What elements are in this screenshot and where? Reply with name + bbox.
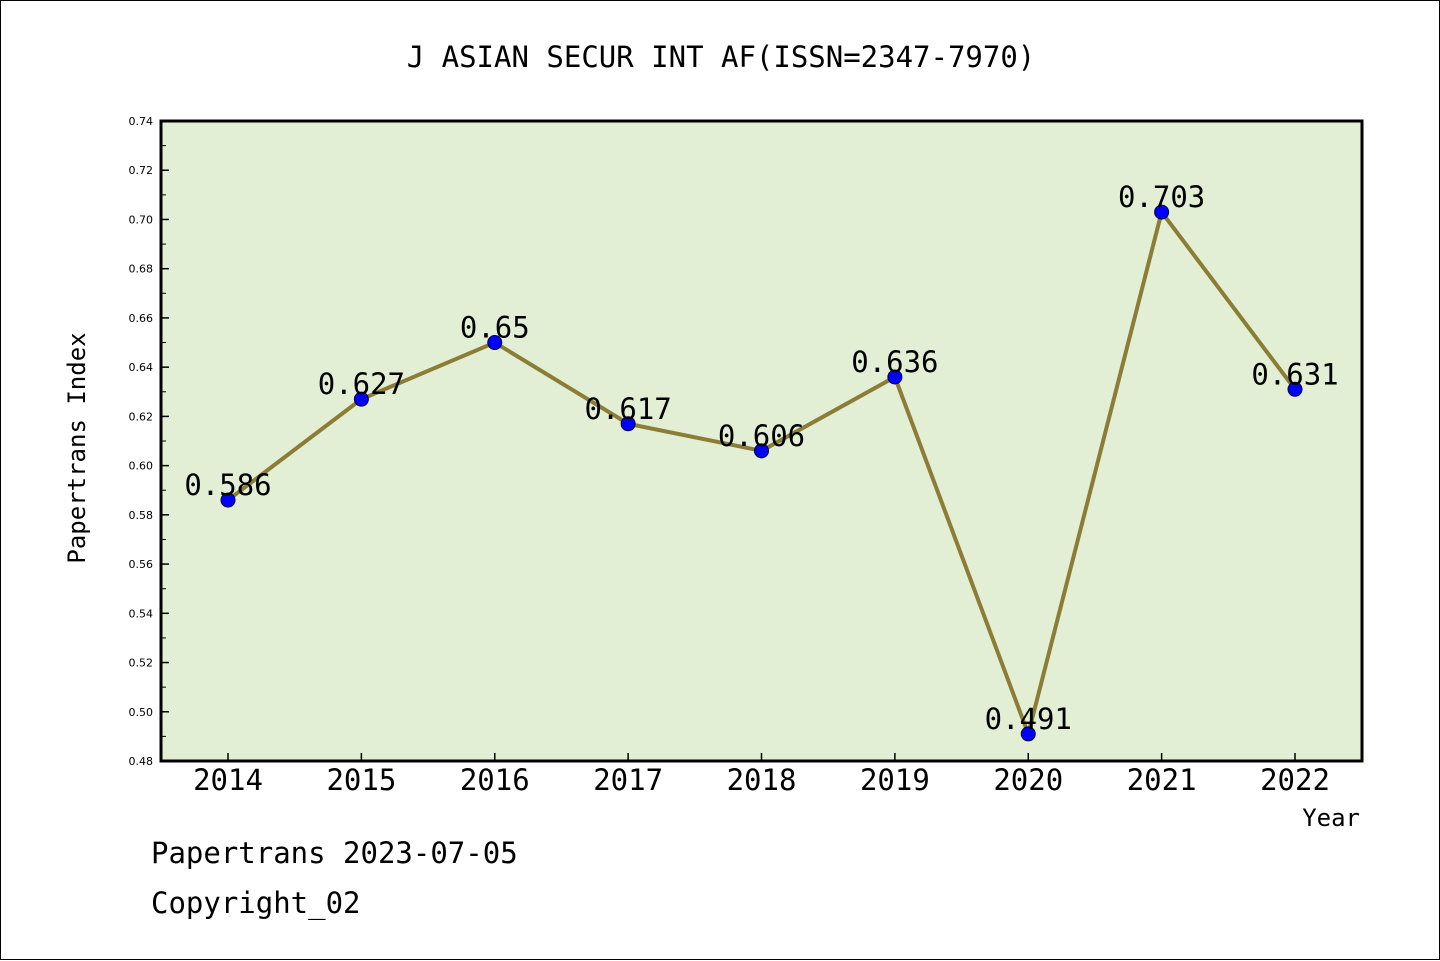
data-label: 0.703 — [1118, 180, 1205, 214]
x-tick-label: 2022 — [1260, 763, 1330, 797]
data-point — [1020, 726, 1036, 742]
y-tick-label: 0.74 — [129, 115, 154, 128]
y-tick-label: 0.70 — [129, 213, 154, 226]
y-axis: 0.48 0.50 0.52 0.54 0.56 0.58 0.60 0.62 0.64 0.66… — [129, 115, 169, 768]
x-axis: 2014 2015 2016 2017 2018 2019 2020 2021 2022 — [193, 753, 1330, 797]
x-tick-label: 2020 — [993, 763, 1063, 797]
data-label: 0.627 — [318, 367, 405, 401]
data-label: 0.636 — [851, 345, 938, 379]
chart-title: J ASIAN SECUR INT AF(ISSN=2347-7970) — [407, 40, 1036, 74]
data-label: 0.631 — [1251, 357, 1338, 391]
data-label: 0.617 — [584, 392, 671, 426]
y-tick-label: 0.54 — [129, 607, 154, 620]
y-tick-label: 0.66 — [129, 312, 154, 325]
data-label: 0.65 — [460, 311, 530, 345]
y-tick-label: 0.58 — [129, 509, 154, 522]
plot-area — [159, 119, 1364, 763]
y-tick-label: 0.56 — [129, 558, 154, 571]
data-point — [620, 416, 636, 432]
x-tick-label: 2018 — [727, 763, 797, 797]
data-label: 0.606 — [718, 419, 805, 453]
x-axis-title: Year — [1302, 804, 1360, 832]
y-tick-label: 0.50 — [129, 706, 154, 719]
series — [220, 204, 1303, 742]
x-tick-label: 2015 — [326, 763, 396, 797]
data-point — [887, 369, 903, 385]
footer-copyright: Copyright_02 — [151, 886, 361, 920]
data-point — [353, 391, 369, 407]
y-tick-label: 0.72 — [129, 164, 154, 177]
y-axis-title: Papertrans Index — [63, 332, 91, 563]
y-tick-label: 0.68 — [129, 263, 154, 276]
y-tick-label: 0.48 — [129, 755, 154, 768]
data-point — [1287, 381, 1303, 397]
data-label: 0.491 — [985, 702, 1072, 736]
data-point — [1154, 204, 1170, 220]
x-tick-label: 2014 — [193, 763, 263, 797]
x-tick-label: 2017 — [593, 763, 663, 797]
y-tick-label: 0.64 — [129, 361, 154, 374]
data-label: 0.586 — [184, 468, 271, 502]
y-tick-label: 0.60 — [129, 460, 154, 473]
x-tick-label: 2019 — [860, 763, 930, 797]
data-labels: 0.586 0.627 0.65 0.617 0.606 0.636 0.491 0.703 0… — [184, 180, 1338, 736]
y-tick-label: 0.62 — [129, 410, 154, 423]
y-tick-label: 0.52 — [129, 657, 154, 670]
data-point — [754, 443, 769, 459]
footer-date: Papertrans 2023-07-05 — [151, 836, 518, 870]
data-point — [220, 492, 236, 508]
x-tick-label: 2016 — [460, 763, 530, 797]
x-tick-label: 2021 — [1127, 763, 1197, 797]
data-point — [487, 335, 503, 351]
